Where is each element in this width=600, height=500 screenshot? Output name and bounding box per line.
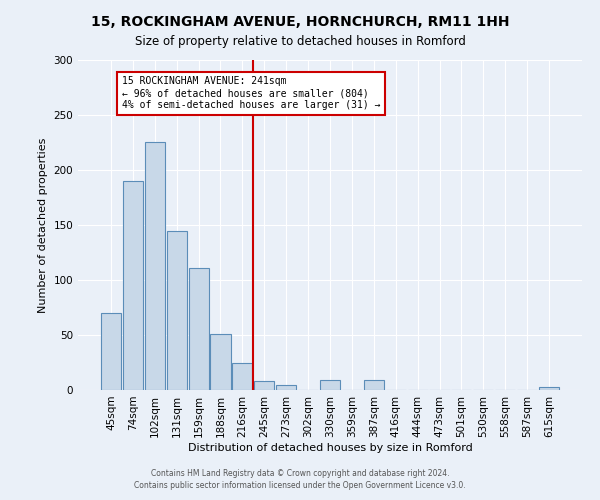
Bar [145,142,165,390]
Bar [320,380,340,390]
Text: Size of property relative to detached houses in Romford: Size of property relative to detached ho… [134,35,466,48]
Y-axis label: Number of detached properties: Number of detached properties [38,138,48,312]
X-axis label: Distribution of detached houses by size in Romford: Distribution of detached houses by size … [188,442,472,452]
Bar [276,384,296,390]
Bar [188,268,209,390]
Bar [123,181,143,390]
Bar [232,362,253,390]
Bar [254,381,274,390]
Text: Contains HM Land Registry data © Crown copyright and database right 2024.
Contai: Contains HM Land Registry data © Crown c… [134,468,466,490]
Text: 15 ROCKINGHAM AVENUE: 241sqm
← 96% of detached houses are smaller (804)
4% of se: 15 ROCKINGHAM AVENUE: 241sqm ← 96% of de… [122,76,380,110]
Text: 15, ROCKINGHAM AVENUE, HORNCHURCH, RM11 1HH: 15, ROCKINGHAM AVENUE, HORNCHURCH, RM11 … [91,15,509,29]
Bar [167,230,187,390]
Bar [539,386,559,390]
Bar [364,380,384,390]
Bar [211,334,230,390]
Bar [101,313,121,390]
